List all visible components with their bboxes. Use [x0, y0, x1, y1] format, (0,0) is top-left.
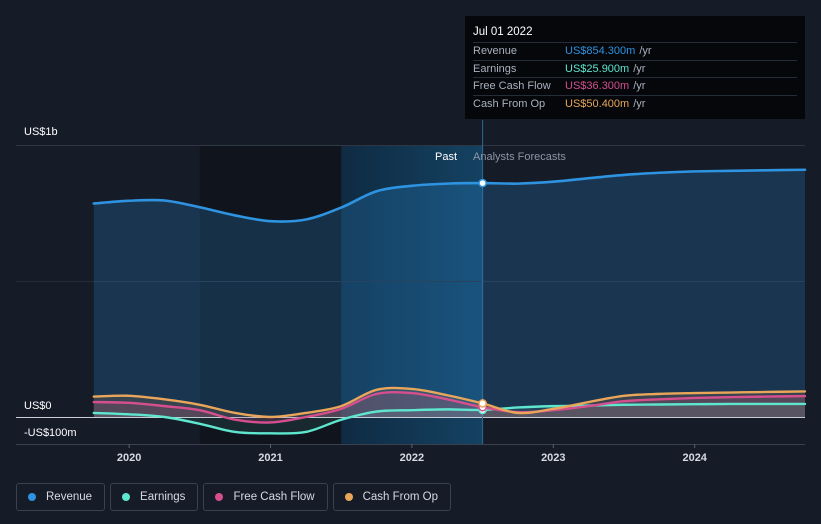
x-tick-label: 2022: [400, 452, 424, 464]
legend-item-free-cash-flow[interactable]: Free Cash Flow: [203, 483, 328, 511]
tooltip-unit: /yr: [633, 97, 646, 110]
x-tick-label: 2023: [541, 452, 565, 464]
tooltip-date: Jul 01 2022: [473, 26, 533, 38]
tooltip-unit: /yr: [633, 80, 646, 93]
series-areas: [93, 169, 806, 434]
tooltip-value: US$36.300m: [565, 80, 630, 93]
tooltip-value: US$25.900m: [565, 62, 630, 75]
revenue-line: [92, 168, 807, 223]
legend-item-earnings[interactable]: Earnings: [110, 483, 199, 511]
free-cash-flow-line: [92, 390, 807, 424]
gridlines: [16, 120, 805, 448]
cash-from-op-line: [92, 386, 807, 419]
cash-from-op-area: [93, 387, 806, 417]
tooltip-label: Cash From Op: [473, 97, 546, 110]
revenue-marker: [478, 178, 487, 188]
x-tick-label: 2020: [117, 452, 141, 464]
y-tick-label: -US$100m: [24, 427, 77, 439]
cash-from-op-marker: [478, 399, 487, 408]
legend-label: Revenue: [46, 491, 93, 503]
legend-item-cash-from-op[interactable]: Cash From Op: [332, 483, 452, 511]
y-tick-label: US$0: [24, 400, 52, 412]
past-shaded-region: [199, 145, 342, 444]
legend-label: Earnings: [140, 491, 186, 503]
tooltip-value: US$50.400m: [565, 97, 630, 110]
hover-tooltip: Jul 01 2022 Revenue US$854.300m /yr Earn…: [465, 16, 805, 119]
tooltip-row-earnings: Earnings US$25.900m /yr: [473, 59, 797, 78]
y-tick-label: US$1b: [24, 126, 58, 138]
revenue-area: [93, 169, 806, 417]
legend: Revenue Earnings Free Cash Flow Cash Fro…: [16, 483, 452, 511]
legend-item-revenue[interactable]: Revenue: [16, 483, 106, 511]
earnings-dot-icon: [122, 493, 131, 501]
series-lines: [92, 168, 807, 435]
tooltip-unit: /yr: [633, 62, 646, 75]
x-tick-label: 2021: [258, 452, 282, 464]
earnings-area: [93, 403, 806, 434]
free-cash-flow-area: [93, 392, 806, 423]
earnings-line: [92, 402, 807, 435]
tooltip-row-free-cash-flow: Free Cash Flow US$36.300m /yr: [473, 77, 797, 95]
legend-label: Free Cash Flow: [233, 491, 315, 503]
past-label: Past: [435, 151, 457, 163]
free-cash-flow-dot-icon: [215, 493, 224, 501]
hover-markers: [478, 178, 487, 415]
cash-from-op-dot-icon: [344, 493, 353, 501]
x-tick-label: 2024: [682, 452, 707, 464]
tooltip-label: Revenue: [473, 45, 518, 58]
revenue-dot-icon: [28, 493, 36, 501]
tooltip-label: Earnings: [473, 62, 517, 75]
tooltip-row-cash-from-op: Cash From Op US$50.400m /yr: [473, 94, 797, 113]
tooltip-row-revenue: Revenue US$854.300m /yr: [473, 42, 797, 60]
tooltip-label: Free Cash Flow: [473, 80, 551, 93]
legend-label: Cash From Op: [362, 491, 439, 503]
forecast-label: Analysts Forecasts: [473, 151, 566, 163]
tooltip-unit: /yr: [639, 45, 652, 58]
chart-labels: Past Analysts Forecasts US$1b US$0 -US$100…: [24, 126, 708, 464]
tooltip-value: US$854.300m: [565, 45, 636, 58]
